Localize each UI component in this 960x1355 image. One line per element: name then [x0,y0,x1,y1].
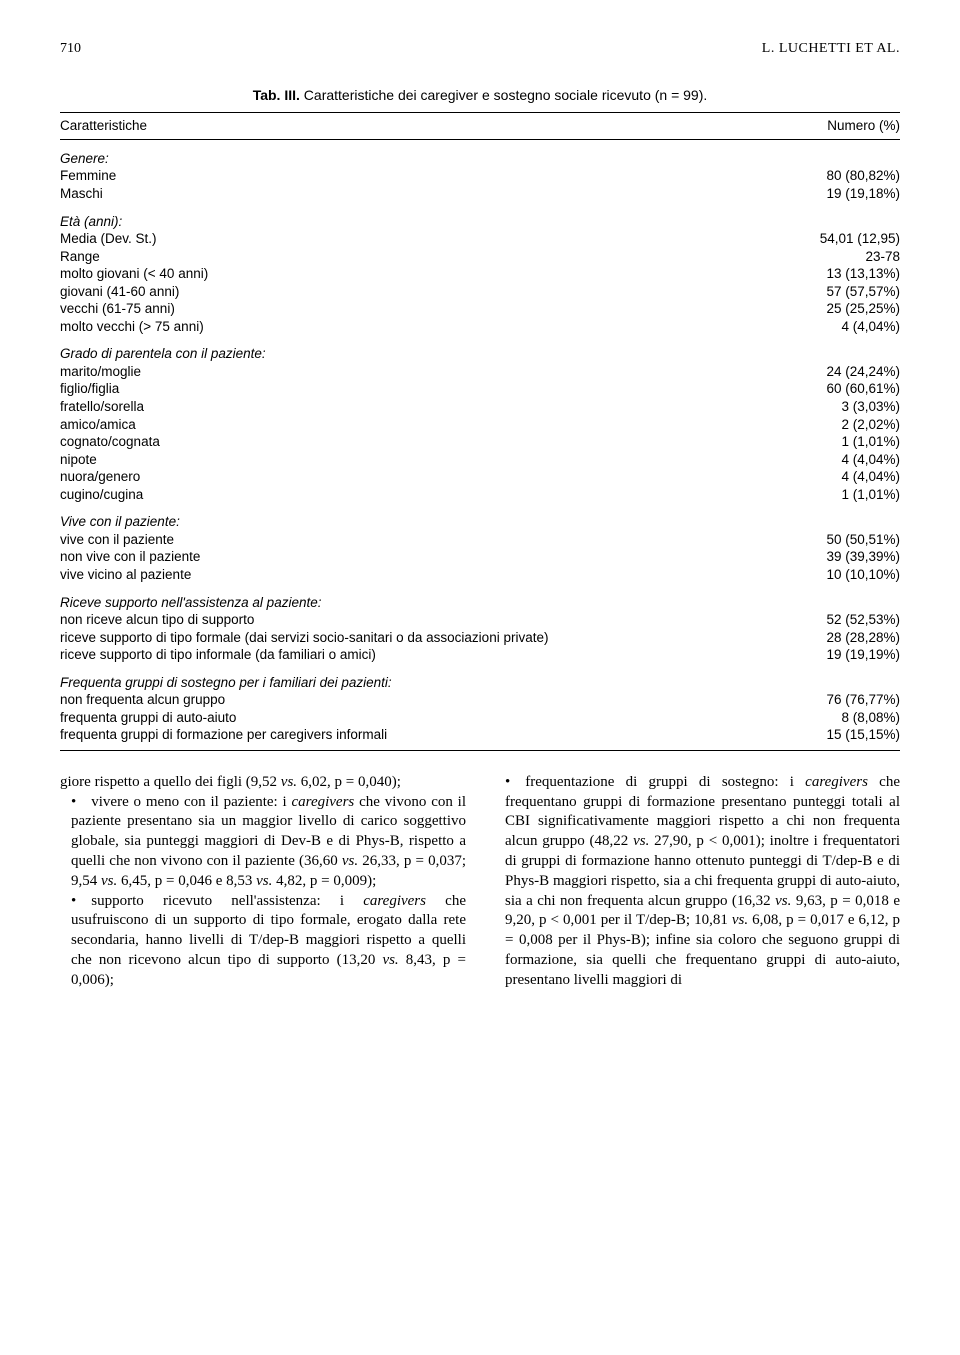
table-row: amico/amica2 (2,02%) [60,416,900,434]
table-row: non riceve alcun tipo di supporto52 (52,… [60,611,900,629]
table-cell-label: non riceve alcun tipo di supporto [60,611,781,629]
table-cell-label: amico/amica [60,416,781,434]
table-cell-value: 2 (2,02%) [781,416,900,434]
table-row: Media (Dev. St.)54,01 (12,95) [60,230,900,248]
table-cell-label: non vive con il paziente [60,548,781,566]
table-group-head: Età (anni): [60,203,781,231]
table-cell-label: cugino/cugina [60,486,781,504]
table-cell-value: 15 (15,15%) [781,726,900,744]
table-row: vecchi (61-75 anni)25 (25,25%) [60,300,900,318]
table-cell-label: molto giovani (< 40 anni) [60,265,781,283]
table-cell-label: non frequenta alcun gruppo [60,691,781,709]
table-row: frequenta gruppi di formazione per careg… [60,726,900,744]
table-cell-label: Media (Dev. St.) [60,230,781,248]
table-cell-value: 4 (4,04%) [781,451,900,469]
table-row: Maschi19 (19,18%) [60,185,900,203]
table-cell-value: 13 (13,13%) [781,265,900,283]
table-group-head: Frequenta gruppi di sostegno per i famil… [60,664,781,692]
table-cell-label: nipote [60,451,781,469]
table-cell-label: nuora/genero [60,468,781,486]
table-row: marito/moglie24 (24,24%) [60,363,900,381]
table-cell-value: 52 (52,53%) [781,611,900,629]
table-cell-value: 25 (25,25%) [781,300,900,318]
body-paragraph: • supporto ricevuto nell'assistenza: i c… [60,892,466,991]
table-row: Range23-78 [60,248,900,266]
table-group-head: Vive con il paziente: [60,503,781,531]
page-header: 710 L. LUCHETTI ET AL. [60,40,900,58]
table-row: nipote4 (4,04%) [60,451,900,469]
table-cell-label: Maschi [60,185,781,203]
table-cell-label: riceve supporto di tipo informale (da fa… [60,646,781,664]
table-cell-label: frequenta gruppi di formazione per careg… [60,726,781,744]
table-cell-label: frequenta gruppi di auto-aiuto [60,709,781,727]
body-paragraph: • frequentazione di gruppi di sostegno: … [494,773,900,991]
table-row: vive vicino al paziente10 (10,10%) [60,566,900,584]
table-cell-label: Range [60,248,781,266]
table-row: non frequenta alcun gruppo76 (76,77%) [60,691,900,709]
col-header-left: Caratteristiche [60,113,781,140]
table-cell-value: 50 (50,51%) [781,531,900,549]
table-row: cugino/cugina1 (1,01%) [60,486,900,504]
table-cell-label: riceve supporto di tipo formale (dai ser… [60,629,781,647]
table-cell-value: 4 (4,04%) [781,318,900,336]
running-head: L. LUCHETTI ET AL. [762,40,900,58]
table-cell-value: 19 (19,18%) [781,185,900,203]
table-row: riceve supporto di tipo informale (da fa… [60,646,900,664]
table-row: frequenta gruppi di auto-aiuto8 (8,08%) [60,709,900,727]
table-row: molto vecchi (> 75 anni)4 (4,04%) [60,318,900,336]
table-cell-label: vecchi (61-75 anni) [60,300,781,318]
table-cell-value: 19 (19,19%) [781,646,900,664]
table-cell-label: vive con il paziente [60,531,781,549]
col-header-right: Numero (%) [781,113,900,140]
table-row: riceve supporto di tipo formale (dai ser… [60,629,900,647]
page-number: 710 [60,40,81,58]
table-title: Tab. III. Caratteristiche dei caregiver … [60,86,900,104]
table-group-head: Grado di parentela con il paziente: [60,335,781,363]
table-cell-label: vive vicino al paziente [60,566,781,584]
table-cell-label: figlio/figlia [60,380,781,398]
table-cell-label: Femmine [60,167,781,185]
table-title-rest: Caratteristiche dei caregiver e sostegno… [300,87,707,103]
characteristics-table: Caratteristiche Numero (%) Genere:Femmin… [60,112,900,751]
table-title-prefix: Tab. III. [253,87,300,103]
table-cell-value: 39 (39,39%) [781,548,900,566]
table-cell-value: 3 (3,03%) [781,398,900,416]
table-row: vive con il paziente50 (50,51%) [60,531,900,549]
table-cell-value: 80 (80,82%) [781,167,900,185]
body-paragraph: giore rispetto a quello dei figli (9,52 … [60,773,466,793]
table-cell-value: 8 (8,08%) [781,709,900,727]
table-cell-value: 23-78 [781,248,900,266]
table-cell-value: 76 (76,77%) [781,691,900,709]
table-cell-value: 28 (28,28%) [781,629,900,647]
table-cell-label: fratello/sorella [60,398,781,416]
table-row: cognato/cognata1 (1,01%) [60,433,900,451]
table-cell-value: 24 (24,24%) [781,363,900,381]
table-cell-value: 4 (4,04%) [781,468,900,486]
table-row: fratello/sorella3 (3,03%) [60,398,900,416]
table-cell-label: giovani (41-60 anni) [60,283,781,301]
table-cell-value: 1 (1,01%) [781,433,900,451]
table-cell-value: 60 (60,61%) [781,380,900,398]
body-paragraph: • vivere o meno con il paziente: i careg… [60,793,466,892]
table-cell-label: marito/moglie [60,363,781,381]
left-column: giore rispetto a quello dei figli (9,52 … [60,773,466,991]
table-cell-value: 57 (57,57%) [781,283,900,301]
table-cell-value: 54,01 (12,95) [781,230,900,248]
body-columns: giore rispetto a quello dei figli (9,52 … [60,773,900,991]
table-cell-value: 10 (10,10%) [781,566,900,584]
table-row: giovani (41-60 anni)57 (57,57%) [60,283,900,301]
table-cell-value: 1 (1,01%) [781,486,900,504]
table-group-head: Genere: [60,139,781,167]
table-cell-label: molto vecchi (> 75 anni) [60,318,781,336]
table-cell-label: cognato/cognata [60,433,781,451]
right-column: • frequentazione di gruppi di sostegno: … [494,773,900,991]
table-row: non vive con il paziente39 (39,39%) [60,548,900,566]
table-row: molto giovani (< 40 anni)13 (13,13%) [60,265,900,283]
table-row: Femmine80 (80,82%) [60,167,900,185]
table-group-head: Riceve supporto nell'assistenza al pazie… [60,584,781,612]
table-row: figlio/figlia60 (60,61%) [60,380,900,398]
table-row: nuora/genero4 (4,04%) [60,468,900,486]
